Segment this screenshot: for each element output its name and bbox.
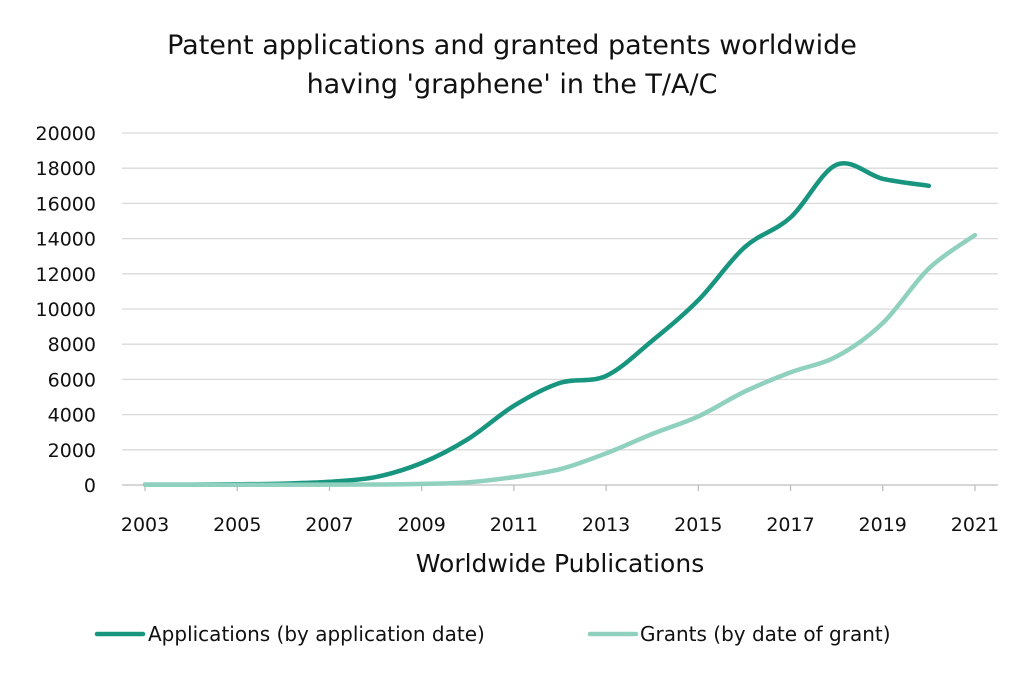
x-tick-label: 2021 [951, 514, 999, 536]
series-line-grants [142, 232, 978, 488]
y-tick-label: 10000 [36, 299, 96, 321]
x-tick-label: 2013 [582, 514, 630, 536]
y-tick-label: 20000 [36, 123, 96, 145]
y-tick-label: 16000 [36, 193, 96, 215]
x-tick-label: 2015 [674, 514, 722, 536]
legend-label-applications: Applications (by application date) [148, 622, 485, 646]
y-tick-label: 12000 [36, 264, 96, 286]
y-tick-label: 14000 [36, 229, 96, 251]
x-tick-label: 2009 [398, 514, 446, 536]
x-tick-label: 2011 [490, 514, 538, 536]
y-tick-label: 4000 [48, 405, 96, 427]
x-tick-label: 2003 [121, 514, 169, 536]
gridlines [122, 132, 998, 486]
chart-title-line-2: having 'graphene' in the T/A/C [307, 69, 718, 100]
y-tick-label: 2000 [48, 440, 96, 462]
x-tick-label: 2019 [859, 514, 907, 536]
chart-title-line-1: Patent applications and granted patents … [167, 30, 857, 61]
legend: Applications (by application date) Grant… [94, 622, 891, 646]
x-tick-label: 2017 [766, 514, 814, 536]
x-axis-ticks: 2003 2005 2007 2009 2011 2013 2015 2017 2019 2021 [121, 485, 999, 536]
y-tick-label: 8000 [48, 334, 96, 356]
y-axis-ticks: 0 2000 4000 6000 8000 10000 12000 14000 16000 180… [36, 123, 96, 497]
x-tick-label: 2005 [213, 514, 261, 536]
chart-title: Patent applications and granted patents … [167, 30, 857, 100]
y-tick-label: 0 [84, 475, 96, 497]
series-line-applications [142, 161, 932, 487]
plot-series [142, 161, 978, 488]
y-tick-label: 18000 [36, 158, 96, 180]
y-tick-label: 6000 [48, 369, 96, 391]
x-tick-label: 2007 [305, 514, 353, 536]
legend-label-grants: Grants (by date of grant) [640, 622, 891, 646]
x-axis-label: Worldwide Publications [416, 549, 704, 578]
